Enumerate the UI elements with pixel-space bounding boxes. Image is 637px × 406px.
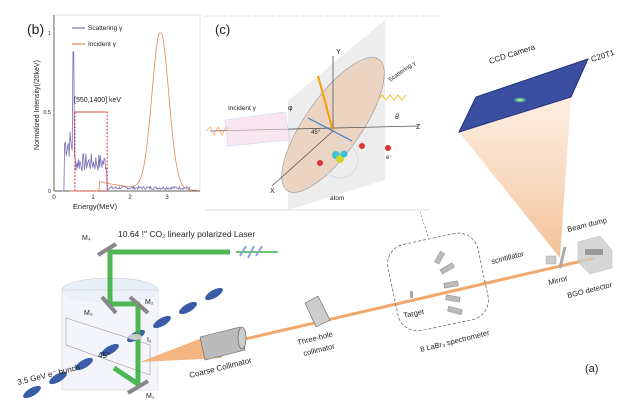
coarse-collimator [199, 326, 247, 361]
target-label: Target [403, 307, 426, 320]
scattered-wave-icon [377, 94, 407, 101]
panel-a-label: (a) [585, 363, 598, 375]
mirror [558, 246, 567, 269]
incident-label: Incident γ [228, 105, 257, 112]
nucleus-icon [340, 150, 348, 158]
angle-label: 45° [98, 351, 110, 360]
three-hole-collimator [304, 295, 331, 328]
ccd-model-label: C20T1 [590, 48, 616, 64]
spectrometer-box [387, 232, 489, 332]
legend-scattering: Scattering γ [88, 25, 123, 32]
panel-c-scattering-geometry: (c) Y Z X Incident γ Scattering γ θ φ 45… [205, 15, 440, 211]
nucleus-icon [336, 155, 344, 163]
ccd-label: CCD Camera [488, 42, 537, 66]
zoom-arrow [419, 211, 429, 237]
x-axis-arrow [271, 130, 334, 187]
electron-icon [359, 143, 365, 149]
target [410, 291, 413, 298]
panel-b-spectrum: (b) Normalized Intensity(/20keV) Energy(… [27, 14, 201, 211]
laser-label: 10.64 !" CO₂ linearly polarized Laser [118, 229, 255, 239]
labr3-detectors [434, 251, 463, 315]
incident-wave-packet [224, 111, 291, 147]
m4-label: M₄ [82, 235, 91, 242]
gamma-beam [214, 256, 596, 348]
x-tick-label: 1 [91, 195, 95, 201]
scattering-spectrum [61, 51, 191, 192]
angle-label: 45° [311, 130, 321, 136]
mirror-m1 [126, 379, 150, 395]
electron-bunch [205, 287, 223, 301]
y-axis-label: Y [336, 49, 341, 56]
e-vector-arrow [307, 117, 334, 132]
energy-window-box [74, 111, 108, 192]
x-axis-label: Energy(MeV) [73, 202, 118, 211]
electron-label: e⁻ [386, 155, 393, 161]
scintillator [545, 255, 557, 265]
phi-label: φ [288, 105, 293, 112]
theta-label: θ [395, 114, 399, 121]
e-vector-arrow [332, 130, 353, 142]
electron-bunch [179, 301, 197, 315]
chamber-plane [65, 317, 151, 376]
y-axis-label: Normalized Intensity(/20keV) [34, 60, 41, 150]
electron-bunch [75, 357, 93, 371]
spectrometer-label: 8 LaBr₃ spectrometer [419, 328, 491, 354]
beam-dump-label: Beam dump [566, 215, 607, 234]
bgo-label: BGO detector [566, 280, 613, 300]
electron-bunch [101, 343, 119, 357]
window-annotation: [550,1400] keV [74, 97, 121, 104]
ccd-plate [458, 58, 589, 133]
mirror-m3 [100, 295, 118, 315]
legend-incident: Incident γ [88, 41, 117, 48]
bgo-detector [585, 249, 603, 255]
electron-bunch [49, 371, 67, 385]
interaction-point-i1 [128, 334, 142, 340]
laser-wave-icon [239, 245, 263, 259]
electron-bunch [153, 315, 171, 329]
x-axis-label: X [270, 188, 275, 195]
atom-label: atom [330, 195, 344, 202]
y-tick-label: 0.5 [43, 110, 51, 116]
atom-orbit [321, 141, 359, 179]
electron-icon [317, 160, 323, 166]
panel-b-label: (b) [27, 21, 44, 37]
scintillator-label: scintillator [490, 249, 525, 266]
mirror-m4 [96, 242, 118, 257]
y-tick-label: 1 [48, 31, 51, 37]
mirror-m2 [128, 295, 150, 315]
mirror-label: Mirror [547, 273, 569, 287]
electron-bunch [23, 385, 41, 399]
m1-label: M₁ [146, 393, 155, 400]
m3-label: M₃ [84, 310, 93, 317]
panel-c-label: (c) [215, 22, 230, 37]
y-tick-label: 0 [48, 189, 51, 195]
light-cone [459, 97, 571, 258]
i1-label: I₁ [147, 337, 152, 344]
z-axis-label: Z [416, 124, 421, 131]
laser-beam [107, 249, 230, 387]
coarse-collimator-label: Coarse Collimator [188, 356, 253, 380]
free-electron-icon [385, 145, 391, 151]
x-tick-label: 0 [52, 195, 56, 201]
m2-label: M₂ [145, 299, 154, 306]
scattering-label: Scattering γ [388, 61, 417, 84]
x-tick-label: 3 [165, 195, 169, 201]
x-tick-label: 2 [128, 195, 132, 201]
beam-spot [512, 97, 528, 103]
scattered-polarization-arrow [317, 75, 334, 132]
